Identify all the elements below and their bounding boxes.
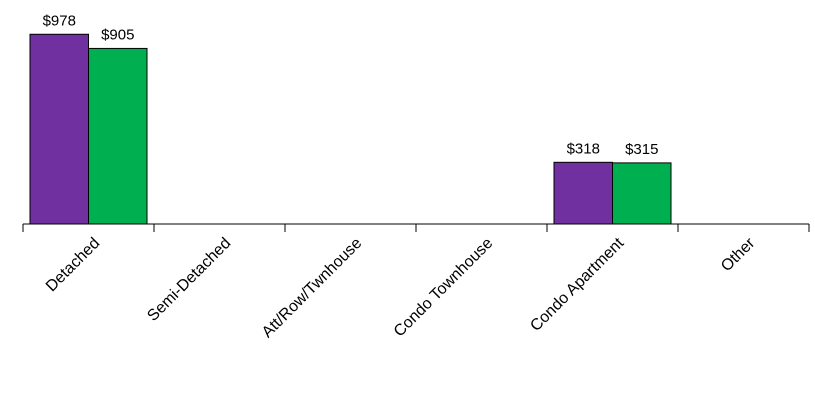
x-tick-label: Semi-Detached: [144, 235, 234, 325]
bars-layer: [29, 33, 672, 225]
x-tick-label: Condo Apartment: [527, 234, 627, 334]
value-labels-layer: $978 $318 $905 $315: [43, 12, 659, 158]
bar-condo-apartment-series-2: [612, 162, 672, 225]
x-tick-label: Detached: [43, 235, 103, 295]
data-label: $318: [567, 140, 600, 157]
bar-detached-series-1: [29, 33, 89, 225]
data-label: $978: [43, 12, 76, 29]
x-axis-tick-labels-layer: Detached Semi-Detached Att/Row/Twnhouse Con…: [43, 234, 759, 341]
data-label: $905: [101, 26, 134, 43]
bar-detached-series-2: [88, 47, 148, 225]
x-tick-label: Att/Row/Twnhouse: [259, 235, 365, 341]
bar-condo-apartment-series-1: [553, 161, 613, 225]
data-label: $315: [625, 141, 658, 158]
x-axis-ticks-layer: [22, 224, 810, 232]
x-tick-label: Other: [718, 234, 759, 275]
x-tick-label: Condo Townhouse: [391, 235, 497, 341]
